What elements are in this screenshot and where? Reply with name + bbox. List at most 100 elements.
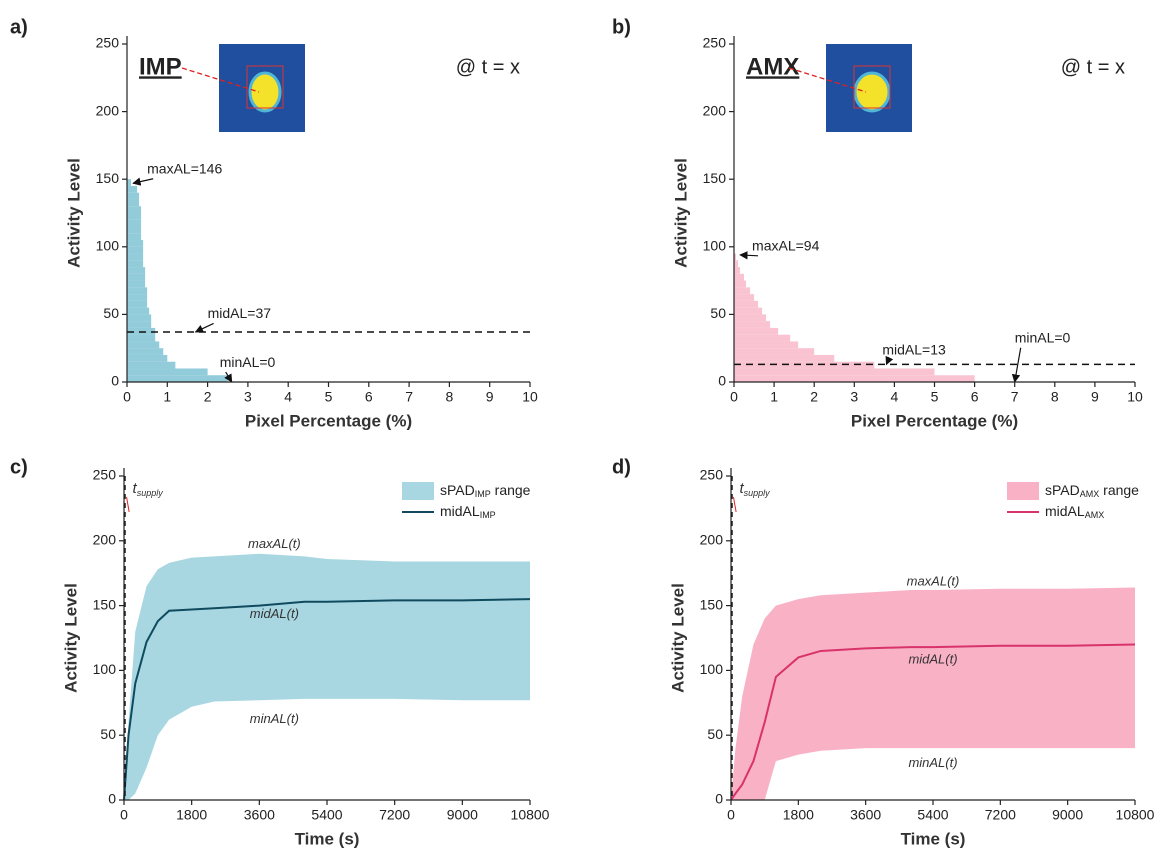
bar [127, 220, 141, 227]
legend-sub: IMP [475, 489, 491, 499]
annotation: midAL=37 [208, 305, 272, 321]
y-tick-label: 200 [703, 102, 727, 118]
y-tick-label: 150 [93, 596, 117, 612]
x-tick-label: 2 [810, 389, 818, 405]
bar [734, 260, 738, 267]
bar [127, 267, 145, 274]
supply-label: tsupply [133, 480, 164, 498]
annotation: minAL=0 [220, 354, 276, 370]
bar [127, 335, 155, 342]
bar [734, 368, 935, 375]
bar [734, 301, 758, 308]
y-tick-label: 250 [93, 467, 117, 483]
x-tick-label: 3600 [244, 807, 275, 823]
bar [127, 260, 143, 267]
x-tick-label: 9000 [447, 807, 478, 823]
corner-text: @ t = x [1061, 56, 1125, 78]
y-tick-label: 50 [707, 726, 723, 742]
x-tick-label: 10 [522, 389, 538, 405]
x-tick-label: 7200 [379, 807, 410, 823]
x-tick-label: 0 [123, 389, 131, 405]
x-axis-label: Time (s) [295, 829, 360, 848]
panel-label: b) [612, 16, 631, 38]
bar [734, 308, 762, 315]
legend-name: midAL [1045, 503, 1085, 519]
panel-label: c) [10, 456, 28, 478]
y-tick-label: 0 [715, 791, 723, 807]
bar [734, 341, 798, 348]
y-tick-label: 100 [700, 661, 724, 677]
x-tick-label: 3600 [850, 807, 881, 823]
legend-end: range [491, 482, 531, 498]
supply-label-sub: supply [137, 488, 164, 498]
x-tick-label: 0 [120, 807, 128, 823]
y-axis-label: Activity Level [671, 158, 690, 268]
supply-pointer [733, 497, 736, 512]
y-tick-label: 200 [96, 102, 120, 118]
bar [127, 301, 147, 308]
x-tick-label: 1 [770, 389, 778, 405]
curve-label: maxAL(t) [248, 536, 301, 551]
legend-entry: sPADAMX range [1045, 482, 1139, 500]
x-tick-label: 10800 [511, 807, 550, 823]
y-tick-label: 0 [108, 791, 116, 807]
annotation-arrow [196, 323, 214, 332]
legend-sub: AMX [1085, 510, 1105, 520]
bar [734, 274, 744, 281]
panel-label: d) [612, 456, 631, 478]
legend-name: midAL [440, 503, 480, 519]
bar [127, 240, 143, 247]
y-tick-label: 150 [96, 170, 120, 186]
bar [734, 281, 746, 288]
bar [127, 254, 143, 261]
legend-name: sPAD [440, 482, 475, 498]
y-tick-label: 200 [93, 532, 117, 548]
x-tick-label: 8 [1051, 389, 1059, 405]
x-tick-label: 9 [1091, 389, 1099, 405]
y-axis-label: Activity Level [61, 583, 80, 693]
legend-name: sPAD [1045, 482, 1080, 498]
panel-label: a) [10, 16, 28, 38]
inset-blob [855, 73, 889, 111]
bar [127, 294, 147, 301]
y-tick-label: 0 [718, 373, 726, 389]
bar [127, 281, 145, 288]
y-tick-label: 250 [703, 35, 727, 51]
bar [127, 287, 147, 294]
bar [734, 267, 740, 274]
bar [734, 375, 975, 382]
curve-label: minAL(t) [250, 711, 299, 726]
bar [127, 233, 141, 240]
bar [127, 186, 137, 193]
bar [127, 274, 145, 281]
bar [127, 314, 151, 321]
bar [127, 368, 208, 375]
bar [127, 348, 163, 355]
annotation: minAL=0 [1015, 329, 1071, 345]
legend-swatch [402, 482, 434, 500]
bar [734, 294, 754, 301]
bar [734, 348, 814, 355]
bar [734, 314, 766, 321]
x-tick-label: 5 [931, 389, 939, 405]
x-tick-label: 1800 [783, 807, 814, 823]
bar [127, 193, 139, 200]
y-tick-label: 100 [96, 238, 120, 254]
x-tick-label: 10800 [1116, 807, 1155, 823]
bar [734, 355, 834, 362]
y-tick-label: 250 [700, 467, 724, 483]
x-tick-label: 7200 [985, 807, 1016, 823]
x-tick-label: 0 [727, 807, 735, 823]
x-tick-label: 4 [891, 389, 899, 405]
bar [734, 335, 790, 342]
legend-entry: midALAMX [1045, 503, 1104, 521]
bar [127, 375, 228, 382]
y-tick-label: 200 [700, 532, 724, 548]
x-tick-label: 7 [405, 389, 413, 405]
bar [127, 247, 143, 254]
legend-entry: midALIMP [440, 503, 496, 521]
bar [127, 362, 175, 369]
legend-sub: IMP [480, 510, 496, 520]
y-axis-label: Activity Level [64, 158, 83, 268]
bar [127, 341, 159, 348]
